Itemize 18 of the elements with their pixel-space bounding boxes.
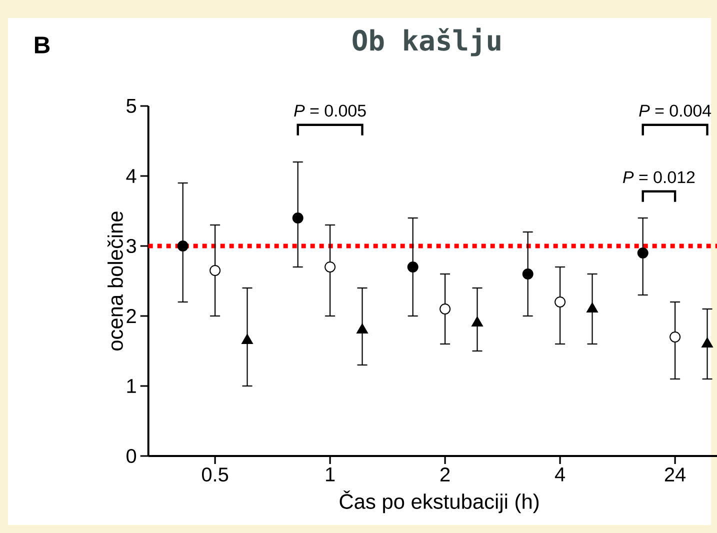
y-tick-label: 3	[126, 238, 136, 254]
text: B	[34, 36, 50, 54]
x-tick-label: 24	[664, 468, 686, 482]
annotation: P = 0.004	[639, 104, 712, 117]
x-tick-label: 2	[440, 468, 450, 482]
y-tick-label: 5	[126, 99, 136, 113]
x-tick-label: 4	[554, 468, 566, 482]
y-tick-label: 0	[126, 448, 136, 464]
y-tick-label: 4	[126, 169, 136, 183]
x-axis-title: Čas po ekstubaciji (h)	[340, 490, 539, 514]
x-tick-label: 1	[326, 468, 335, 482]
y-tick-label: 2	[126, 309, 136, 323]
x-tick-label: 0.5	[202, 468, 228, 482]
y-axis-title: ocena bolečine	[107, 212, 123, 350]
annotation: P = 0.012	[622, 171, 695, 184]
annotation: P = 0.005	[294, 104, 366, 117]
y-tick-label: 1	[127, 379, 136, 393]
chart-title: Ob kašlju	[352, 28, 500, 56]
